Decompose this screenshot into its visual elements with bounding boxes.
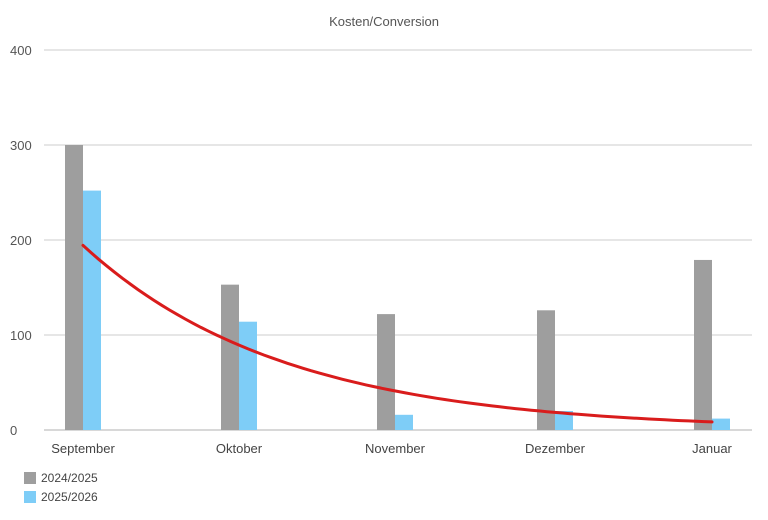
y-tick-label: 100 [10,328,32,343]
gridlines [44,49,752,431]
bar-1-oktober [221,284,239,430]
y-tick-label: 300 [10,138,32,153]
y-tick-label: 400 [10,43,32,58]
chart-title: Kosten/Conversion [329,14,439,29]
legend-swatch-series-2 [24,490,36,503]
legend-swatch-series-1 [24,471,36,484]
x-axis-labels: September Oktober November Dezember Januar [51,441,732,456]
legend-item-series-1: 2024/2025 [24,468,98,487]
bar-2-oktober [239,321,257,430]
bar-2-november [395,414,413,430]
y-tick-label: 0 [10,423,17,438]
bar-1-dezember [537,310,555,430]
exponential-trendline [81,243,714,424]
x-tick-label: September [51,441,115,456]
bar-2-dezember [555,411,573,430]
bar-1-januar [694,259,712,430]
bars [65,145,730,430]
x-tick-label: Oktober [216,441,263,456]
bar-1-november [377,314,395,430]
x-tick-label: Januar [692,441,732,456]
x-tick-label: Dezember [525,441,586,456]
bar-1-september [65,145,83,430]
trendline [81,243,714,424]
y-axis-ticks: 0 100 200 300 400 [10,43,32,438]
y-tick-label: 200 [10,233,32,248]
legend-item-series-2: 2025/2026 [24,487,98,506]
bar-2-september [83,190,101,430]
legend-label-series-2: 2025/2026 [41,489,98,504]
legend-label-series-1: 2024/2025 [41,470,98,485]
x-tick-label: November [365,441,426,456]
legend: 2024/2025 2025/2026 [24,468,98,506]
bar-2-januar [712,418,730,430]
